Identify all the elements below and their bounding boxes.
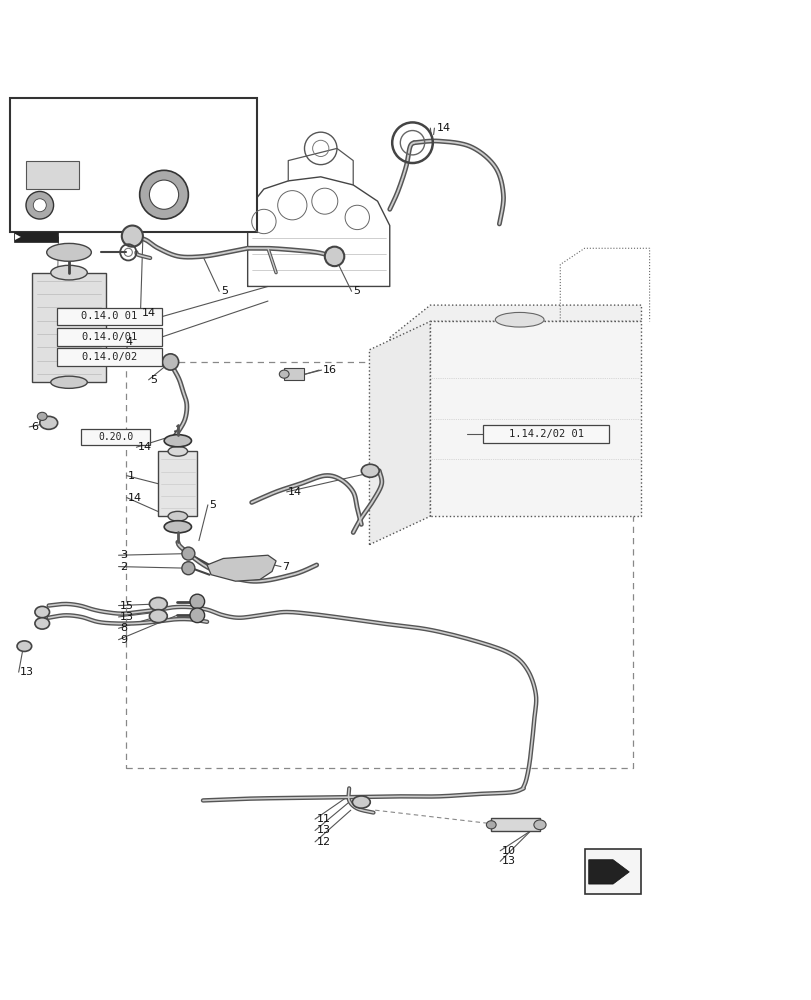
Circle shape (190, 594, 204, 609)
Bar (158, 451, 197, 516)
Ellipse shape (534, 820, 546, 830)
Ellipse shape (37, 412, 47, 420)
Polygon shape (389, 305, 641, 354)
Bar (57, 308, 162, 325)
Text: 9: 9 (120, 635, 127, 645)
Ellipse shape (361, 464, 379, 477)
Text: 16: 16 (323, 365, 337, 375)
Text: 13: 13 (501, 856, 515, 866)
Text: 14: 14 (138, 442, 152, 452)
Bar (10, 98, 257, 232)
Text: 0.14.0/02: 0.14.0/02 (81, 352, 138, 362)
Ellipse shape (50, 265, 87, 280)
Text: 5: 5 (221, 286, 228, 296)
Bar (14, 232, 58, 242)
Circle shape (182, 562, 195, 575)
Ellipse shape (486, 821, 496, 829)
Circle shape (33, 199, 46, 212)
Text: 15: 15 (120, 601, 134, 611)
Text: 13: 13 (120, 612, 134, 622)
Bar (57, 328, 162, 346)
Circle shape (182, 547, 195, 560)
Text: 5: 5 (353, 286, 360, 296)
Ellipse shape (164, 521, 191, 533)
Text: 14: 14 (288, 487, 302, 497)
Bar (81, 429, 150, 445)
Polygon shape (207, 555, 276, 581)
Circle shape (324, 247, 344, 266)
Bar (584, 849, 641, 894)
Text: 7: 7 (282, 562, 290, 572)
Text: 13: 13 (20, 667, 34, 677)
Ellipse shape (40, 416, 58, 429)
Bar (126, 362, 633, 768)
Bar (483, 425, 608, 443)
Bar (26, 161, 79, 189)
Circle shape (26, 191, 54, 219)
Ellipse shape (164, 435, 191, 447)
Text: 0.14.0 01: 0.14.0 01 (81, 311, 138, 321)
Bar (57, 348, 162, 366)
Circle shape (122, 226, 143, 247)
Text: 14: 14 (142, 308, 156, 318)
Text: 12: 12 (316, 837, 330, 847)
Text: ▶: ▶ (15, 232, 21, 241)
Polygon shape (369, 321, 430, 545)
Text: 0.14.0/01: 0.14.0/01 (81, 332, 138, 342)
Text: 11: 11 (316, 814, 330, 824)
Ellipse shape (168, 446, 187, 456)
Text: 1: 1 (128, 471, 135, 481)
Text: 5: 5 (209, 500, 217, 510)
Text: 4: 4 (126, 337, 133, 347)
Ellipse shape (149, 597, 167, 610)
Text: 2: 2 (120, 562, 127, 572)
Circle shape (139, 170, 188, 219)
Bar (32, 273, 105, 382)
Ellipse shape (35, 606, 49, 618)
Ellipse shape (149, 610, 167, 623)
Ellipse shape (495, 312, 543, 327)
Ellipse shape (168, 511, 187, 521)
Ellipse shape (35, 618, 49, 629)
Text: 14: 14 (436, 123, 450, 133)
Text: 14: 14 (128, 493, 142, 503)
Text: 10: 10 (501, 846, 515, 856)
Circle shape (162, 354, 178, 370)
Circle shape (149, 180, 178, 209)
Ellipse shape (17, 641, 32, 651)
Text: 1.14.2/02 01: 1.14.2/02 01 (508, 429, 583, 439)
Text: 0.20.0: 0.20.0 (98, 432, 133, 442)
Ellipse shape (279, 370, 289, 378)
Ellipse shape (50, 376, 87, 388)
Polygon shape (430, 321, 641, 516)
Text: 5: 5 (150, 375, 157, 385)
Text: 6: 6 (31, 422, 38, 432)
Circle shape (190, 608, 204, 623)
Text: 8: 8 (120, 623, 127, 633)
Polygon shape (588, 860, 629, 884)
Bar (491, 818, 539, 831)
Bar (284, 368, 304, 380)
Text: 3: 3 (120, 550, 127, 560)
Ellipse shape (46, 243, 91, 261)
Text: 13: 13 (316, 825, 330, 835)
Ellipse shape (352, 796, 370, 808)
